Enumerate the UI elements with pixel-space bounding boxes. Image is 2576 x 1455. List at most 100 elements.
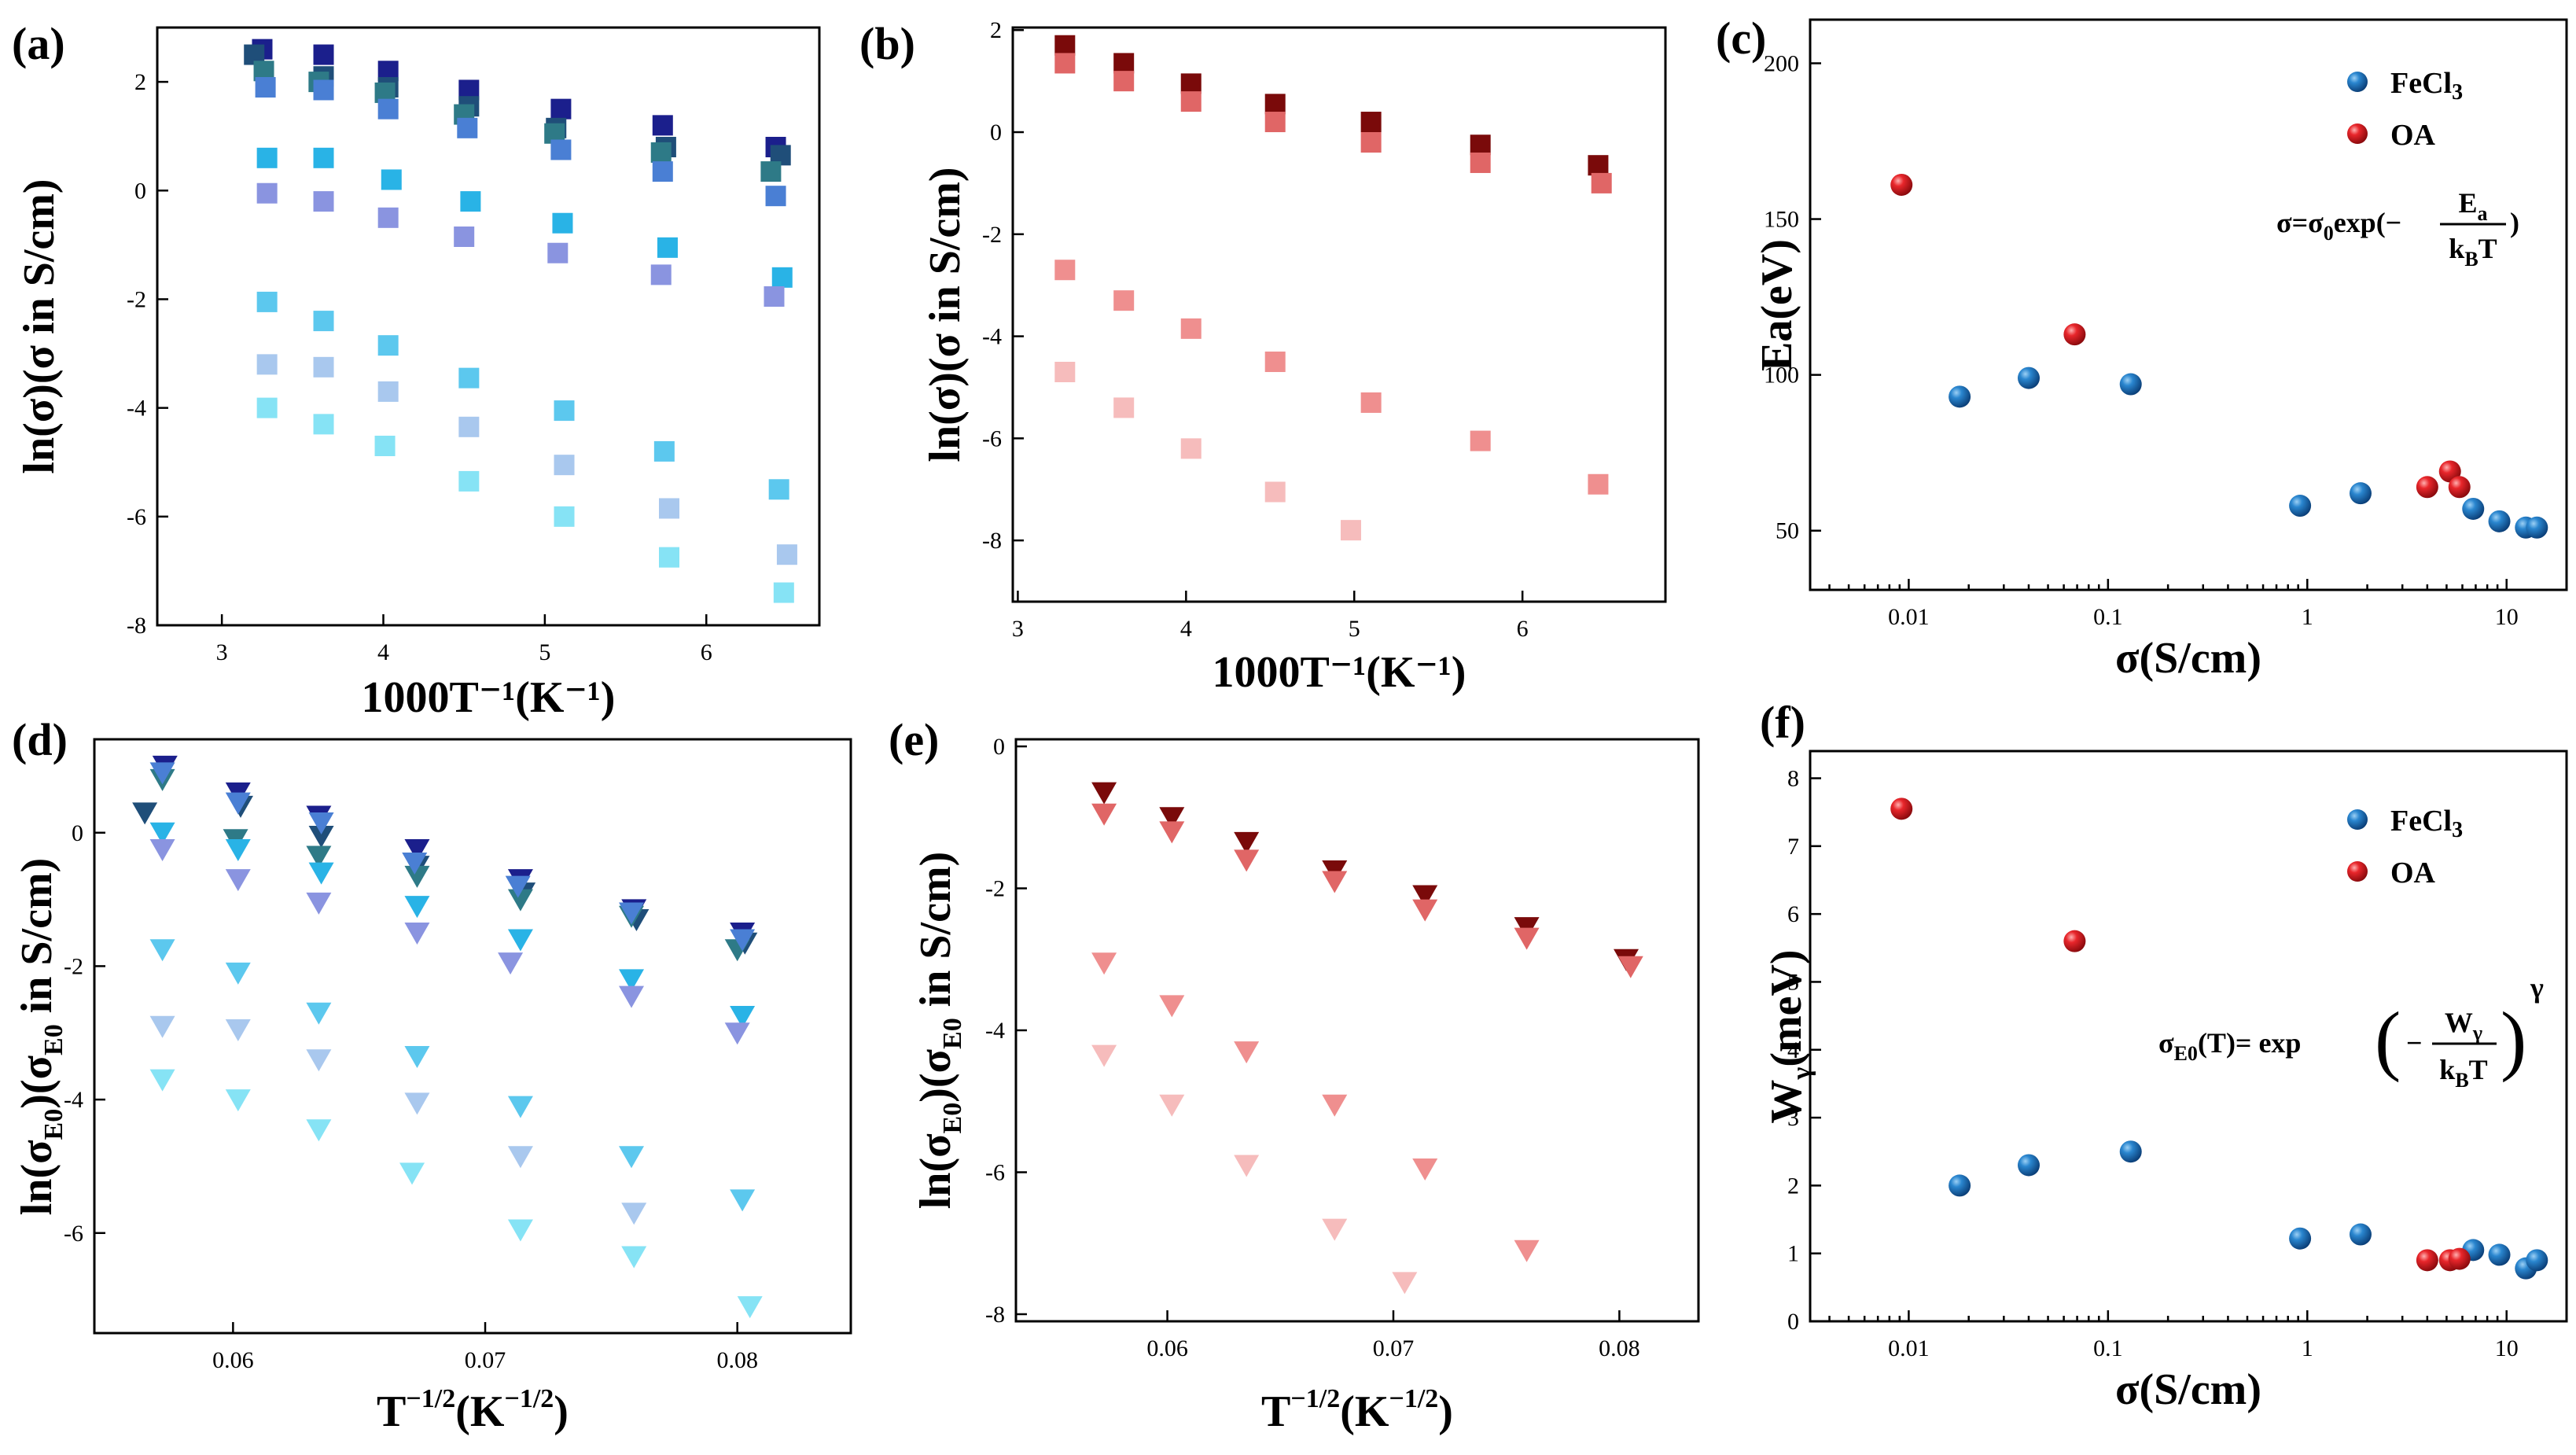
point-a bbox=[377, 207, 399, 228]
point-e bbox=[1159, 995, 1185, 1018]
point-b bbox=[1470, 152, 1491, 173]
point-a bbox=[377, 381, 399, 402]
formula-c-close: ) bbox=[2510, 207, 2519, 238]
point-d bbox=[306, 1002, 332, 1025]
point-d bbox=[404, 896, 430, 919]
point-e bbox=[1091, 782, 1117, 805]
point-b bbox=[1113, 290, 1135, 311]
axis-title-x-f: σ(S/cm) bbox=[2115, 1365, 2261, 1414]
point-d bbox=[132, 802, 158, 825]
x-tick-label-e: 0.07 bbox=[1373, 1335, 1415, 1361]
point-d bbox=[225, 838, 251, 861]
legend-marker-oa-c bbox=[2347, 123, 2368, 144]
point-d bbox=[225, 1019, 251, 1042]
plot-b: 3 4 5 6 -8 -6 -4 -2 0 2 bbox=[982, 17, 1612, 642]
y-tick-label-e: -2 bbox=[985, 876, 1005, 902]
panel-label-c: (c) bbox=[1716, 13, 1766, 64]
point-a bbox=[652, 115, 673, 136]
point-a bbox=[381, 169, 402, 190]
series-d-s2 bbox=[132, 795, 758, 955]
point-e bbox=[1159, 821, 1185, 844]
point-d bbox=[306, 845, 332, 868]
formula-f-exponent: γ bbox=[2530, 972, 2544, 1004]
point-e bbox=[1159, 807, 1185, 830]
panel-f bbox=[1809, 750, 2568, 1323]
legend-label-oa-c: OA bbox=[2390, 119, 2436, 152]
point-e bbox=[1412, 885, 1438, 908]
point-c bbox=[2119, 373, 2142, 396]
point-d bbox=[306, 892, 332, 915]
point-b bbox=[1360, 112, 1382, 133]
point-b bbox=[1113, 53, 1135, 74]
point-d bbox=[724, 1022, 750, 1045]
point-f bbox=[2017, 1154, 2040, 1177]
y-tick-label-a: -6 bbox=[127, 504, 146, 530]
series-d-s8 bbox=[149, 1015, 647, 1225]
y-tick-label-b: -6 bbox=[982, 425, 1002, 451]
series-b-s3 bbox=[1054, 260, 1609, 495]
point-a bbox=[454, 227, 475, 247]
point-c bbox=[2289, 495, 2312, 518]
axis-title-y-f: Wγ(meV) bbox=[1762, 949, 1816, 1123]
series-d-s6 bbox=[149, 838, 750, 1045]
point-a bbox=[659, 547, 680, 568]
point-e bbox=[1234, 1041, 1260, 1064]
x-tick-label-b: 6 bbox=[1517, 616, 1529, 642]
panel-label-b: (b) bbox=[859, 18, 915, 69]
point-c bbox=[2462, 497, 2485, 520]
axis-title-y-d: ln(σE0)(σE0 in S/cm) bbox=[13, 858, 68, 1216]
point-d bbox=[507, 1096, 533, 1118]
point-a bbox=[554, 455, 575, 476]
point-c bbox=[2349, 482, 2372, 505]
plot-f: 0.01 0.1 1 10 0 1 2 3 4 5 6 7 8 bbox=[1787, 766, 2548, 1361]
x-tick-label-c: 1 bbox=[2302, 604, 2313, 630]
formula-f-paren-close: ) bbox=[2501, 996, 2526, 1083]
point-e bbox=[1234, 1155, 1260, 1177]
point-d bbox=[737, 1296, 763, 1319]
y-tick-label-a: 2 bbox=[134, 69, 146, 95]
point-d bbox=[149, 939, 175, 962]
point-d bbox=[225, 792, 251, 815]
axis-title-x-b: 1000T⁻¹(K⁻¹) bbox=[1213, 648, 1466, 697]
point-d bbox=[619, 1146, 645, 1169]
axis-title-y-e: ln(σE0)(σE0 in S/cm) bbox=[911, 852, 967, 1210]
point-d bbox=[730, 1189, 756, 1212]
point-a bbox=[313, 44, 334, 65]
series-b-s1 bbox=[1054, 35, 1609, 176]
y-tick-label-b: -8 bbox=[982, 528, 1002, 554]
point-d bbox=[308, 812, 334, 835]
point-a bbox=[650, 142, 672, 163]
point-a bbox=[313, 147, 334, 168]
point-b bbox=[1264, 481, 1286, 503]
point-b bbox=[1470, 430, 1491, 451]
point-d bbox=[225, 1089, 251, 1112]
point-d bbox=[404, 923, 430, 945]
panel-label-e: (e) bbox=[889, 714, 939, 765]
point-b bbox=[1470, 134, 1491, 156]
formula-f-left: σE0(T)= exp bbox=[2158, 1027, 2301, 1065]
point-a bbox=[256, 182, 278, 204]
point-b bbox=[1360, 392, 1382, 413]
point-d bbox=[498, 952, 524, 975]
point-e bbox=[1159, 1094, 1185, 1117]
axis-title-y-c: Ea(eV) bbox=[1753, 239, 1801, 371]
x-tick-label-a: 4 bbox=[377, 639, 389, 665]
x-tick-label-b: 3 bbox=[1012, 616, 1024, 642]
y-tick-label-f: 8 bbox=[1787, 766, 1799, 792]
y-tick-label-b: 0 bbox=[990, 120, 1002, 146]
x-tick-label-c: 0.01 bbox=[1888, 604, 1930, 630]
y-tick-label-a: -4 bbox=[127, 396, 146, 422]
panel-label-a: (a) bbox=[12, 18, 65, 69]
series-d-s5 bbox=[149, 822, 756, 1029]
point-a bbox=[313, 191, 334, 212]
point-f bbox=[2448, 1247, 2471, 1270]
point-b bbox=[1588, 155, 1609, 176]
axis-title-x-a: 1000T⁻¹(K⁻¹) bbox=[362, 673, 616, 722]
point-c bbox=[2526, 516, 2548, 539]
y-tick-label-a: 0 bbox=[134, 178, 146, 204]
series-c-FeCl3 bbox=[1949, 367, 2548, 539]
x-tick-label-c: 0.1 bbox=[2093, 604, 2123, 630]
x-tick-label-b: 5 bbox=[1349, 616, 1360, 642]
